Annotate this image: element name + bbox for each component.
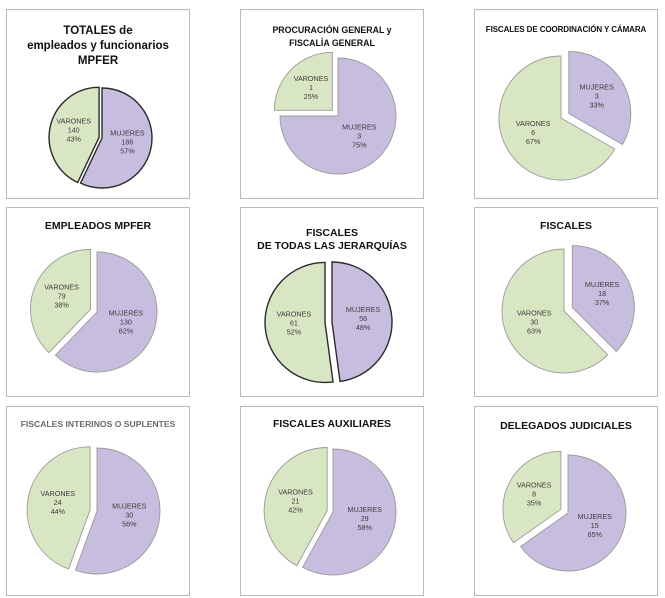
slice-value-label: 140 (68, 126, 80, 135)
pie-chart-panel: TOTALES de empleados y funcionarios MPFE… (6, 9, 190, 199)
pie-slice-mujeres (331, 261, 393, 383)
slice-value-label: 29 (361, 514, 369, 523)
slice-category-label: VARONES (294, 74, 329, 83)
pie-chart-panel: FISCALES INTERINOS O SUPLENTES MUJERES 30 5… (6, 406, 190, 596)
pie-chart-panel: DELEGADOS JUDICIALES MUJERES 15 65% VARONES 8… (474, 406, 658, 596)
chart-title: TOTALES de empleados y funcionarios MPFE… (27, 25, 169, 67)
slice-value-label: 30 (530, 317, 538, 326)
slice-value-label: 130 (120, 318, 132, 327)
slice-category-label: MUJERES (585, 280, 620, 289)
slice-percent-label: 75% (352, 140, 367, 149)
chart-title: DELEGADOS JUDICIALES (500, 420, 632, 432)
slice-percent-label: 63% (527, 326, 542, 335)
slice-value-label: 3 (595, 91, 599, 100)
chart-title: FISCALES DE COORDINACIÓN Y CÁMARA (485, 25, 647, 34)
slice-category-label: VARONES (44, 283, 79, 292)
slice-percent-label: 25% (304, 92, 319, 101)
pie-slice-varones (498, 55, 616, 181)
pie-slice-varones (48, 86, 100, 184)
pie-slice-varones (30, 248, 91, 354)
slice-value-label: 30 (125, 511, 133, 520)
pie-slice-varones (263, 447, 328, 567)
slice-category-label: VARONES (277, 310, 312, 319)
pie-slice-varones (26, 446, 91, 570)
slice-percent-label: 57% (120, 147, 135, 156)
slice-value-label: 8 (532, 489, 536, 498)
slice-category-label: VARONES (278, 487, 313, 496)
pie-slice-varones (264, 261, 334, 384)
slice-category-label: MUJERES (580, 82, 615, 91)
slice-category-label: MUJERES (578, 512, 613, 521)
pie-slice-mujeres (519, 454, 627, 572)
slice-percent-label: 42% (288, 505, 303, 514)
slice-category-label: MUJERES (110, 129, 145, 138)
chart-title: PROCURACIÓN GENERAL y FISCALÍA GENERAL (272, 25, 392, 48)
slice-percent-label: 62% (119, 327, 134, 336)
slice-category-label: VARONES (516, 119, 551, 128)
slice-category-label: MUJERES (346, 305, 381, 314)
pie-slice-mujeres (568, 51, 632, 146)
pie-chart-panel: FISCALES DE COORDINACIÓN Y CÁMARA MUJERES… (474, 9, 658, 199)
slice-percent-label: 65% (588, 530, 603, 539)
slice-category-label: MUJERES (109, 309, 144, 318)
slice-category-label: VARONES (517, 480, 552, 489)
chart-title: FISCALES DE TODAS LAS JERARQUÍAS (257, 227, 407, 252)
pie-chart-panel: EMPLEADOS MPFER MUJERES 130 62% VARONES 79 38% (6, 207, 190, 397)
pie-slice-mujeres (54, 251, 158, 373)
slice-percent-label: 67% (526, 137, 541, 146)
slice-category-label: MUJERES (348, 505, 383, 514)
slice-category-label: VARONES (517, 308, 552, 317)
slice-percent-label: 35% (527, 498, 542, 507)
pie-slice-mujeres (302, 448, 397, 576)
slice-value-label: 21 (292, 496, 300, 505)
pie-chart-panel: FISCALES AUXILIARES MUJERES 29 58% VARONES 21… (240, 406, 424, 596)
slice-value-label: 3 (357, 131, 361, 140)
slice-percent-label: 37% (595, 298, 610, 307)
pie-slice-mujeres (571, 245, 635, 353)
slice-value-label: 186 (121, 138, 133, 147)
slice-value-label: 15 (591, 521, 599, 530)
slice-value-label: 61 (290, 319, 298, 328)
pie-slice-mujeres (74, 447, 161, 575)
slice-percent-label: 48% (356, 323, 371, 332)
slice-percent-label: 58% (358, 523, 373, 532)
slice-value-label: 56 (359, 314, 367, 323)
chart-title: EMPLEADOS MPFER (44, 220, 152, 232)
chart-title: FISCALES AUXILIARES (272, 418, 392, 430)
slice-value-label: 6 (531, 128, 535, 137)
pie-slice-varones (273, 51, 333, 111)
pie-chart-panel: FISCALES MUJERES 18 37% VARONES 30 63% (474, 207, 658, 397)
slice-percent-label: 52% (287, 328, 302, 337)
slice-percent-label: 56% (122, 520, 137, 529)
slice-percent-label: 33% (590, 100, 605, 109)
slice-percent-label: 43% (67, 135, 82, 144)
slice-category-label: MUJERES (112, 502, 147, 511)
slice-value-label: 1 (309, 83, 313, 92)
slice-value-label: 79 (58, 292, 66, 301)
slice-category-label: MUJERES (342, 122, 377, 131)
slice-percent-label: 38% (54, 301, 69, 310)
slice-percent-label: 44% (51, 507, 66, 516)
pie-slice-mujeres (79, 87, 153, 189)
slice-value-label: 18 (598, 289, 606, 298)
slice-category-label: VARONES (40, 489, 75, 498)
pie-slice-varones (502, 450, 562, 544)
pie-slice-mujeres (279, 57, 397, 175)
slice-category-label: VARONES (56, 117, 91, 126)
pie-chart-panel: FISCALES DE TODAS LAS JERARQUÍAS MUJERES 5… (240, 207, 424, 397)
slice-value-label: 24 (54, 498, 62, 507)
pie-chart-panel: PROCURACIÓN GENERAL y FISCALÍA GENERAL MU… (240, 9, 424, 199)
chart-title: FISCALES INTERINOS O SUPLENTES (20, 419, 176, 429)
pie-slice-varones (501, 248, 609, 374)
chart-title: FISCALES (540, 220, 592, 232)
